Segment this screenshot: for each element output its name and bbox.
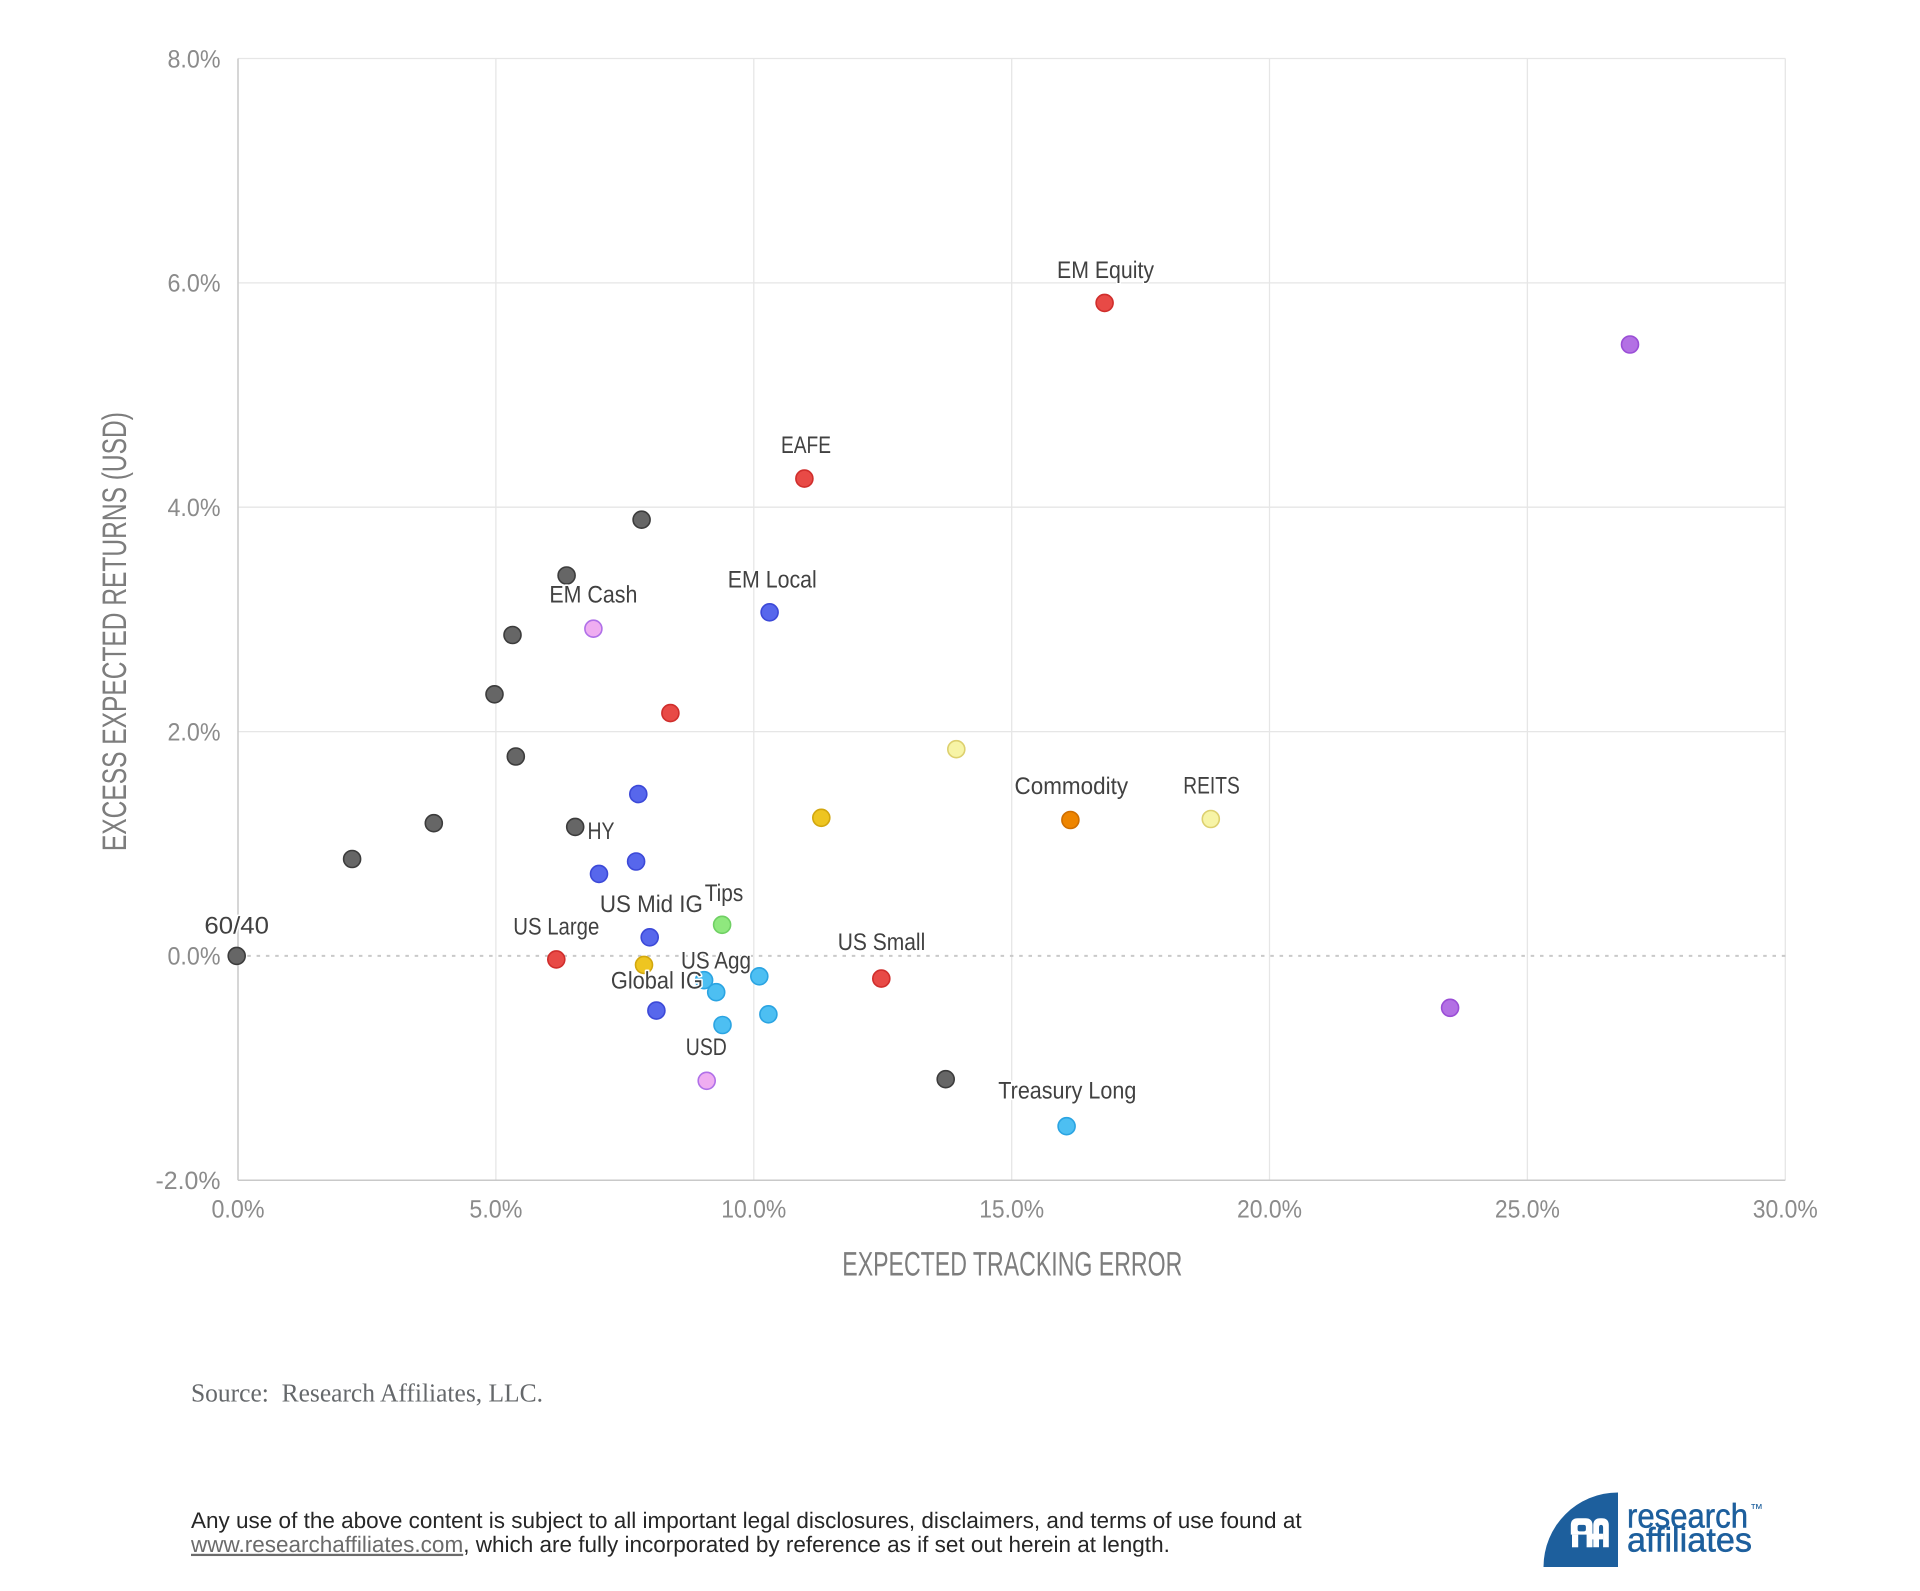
svg-text:EM Equity: EM Equity	[1057, 257, 1154, 284]
svg-text:research: research	[1627, 1497, 1748, 1535]
svg-text:5.0%: 5.0%	[469, 1195, 522, 1223]
svg-text:EM Local: EM Local	[728, 567, 817, 594]
svg-text:Global IG: Global IG	[611, 967, 703, 994]
svg-text:2.0%: 2.0%	[168, 718, 221, 746]
svg-text:20.0%: 20.0%	[1237, 1195, 1302, 1223]
svg-text:USD: USD	[686, 1034, 727, 1061]
svg-text:affiliates: affiliates	[1627, 1522, 1752, 1560]
svg-text:US Small: US Small	[838, 929, 926, 956]
svg-text:HY: HY	[588, 818, 615, 845]
svg-text:US Large: US Large	[513, 913, 599, 940]
svg-text:US Agg: US Agg	[681, 947, 751, 974]
svg-text:REITS: REITS	[1183, 773, 1240, 800]
svg-text:Any use of the above content i: Any use of the above content is subject …	[191, 1508, 1302, 1533]
svg-text:30.0%: 30.0%	[1753, 1195, 1818, 1223]
svg-text:0.0%: 0.0%	[212, 1195, 265, 1223]
svg-text:Source: Research Affiliates,: Source: Research Affiliates, LLC.	[191, 1379, 543, 1408]
svg-text:EXPECTED TRACKING ERROR: EXPECTED TRACKING ERROR	[842, 1246, 1182, 1284]
svg-text:-2.0%: -2.0%	[156, 1167, 221, 1195]
svg-text:www.researchaffiliates.com, wh: www.researchaffiliates.com, which are fu…	[190, 1532, 1170, 1557]
svg-text:25.0%: 25.0%	[1495, 1195, 1560, 1223]
svg-text:™: ™	[1750, 1501, 1763, 1516]
svg-text:US Mid IG: US Mid IG	[600, 891, 703, 918]
svg-text:Commodity: Commodity	[1015, 773, 1129, 800]
svg-text:Tips: Tips	[705, 880, 744, 907]
svg-text:6.0%: 6.0%	[168, 270, 221, 298]
svg-text:4.0%: 4.0%	[168, 494, 221, 522]
svg-text:60/40: 60/40	[204, 913, 269, 940]
svg-text:EAFE: EAFE	[781, 432, 831, 459]
svg-text:15.0%: 15.0%	[979, 1195, 1044, 1223]
svg-text:Treasury Long: Treasury Long	[998, 1078, 1136, 1105]
svg-text:EM Cash: EM Cash	[549, 581, 637, 608]
svg-text:0.0%: 0.0%	[168, 943, 221, 971]
svg-text:EXCESS EXPECTED RETURNS (USD): EXCESS EXPECTED RETURNS (USD)	[96, 412, 134, 851]
svg-text:8.0%: 8.0%	[168, 45, 221, 73]
svg-text:10.0%: 10.0%	[721, 1195, 786, 1223]
